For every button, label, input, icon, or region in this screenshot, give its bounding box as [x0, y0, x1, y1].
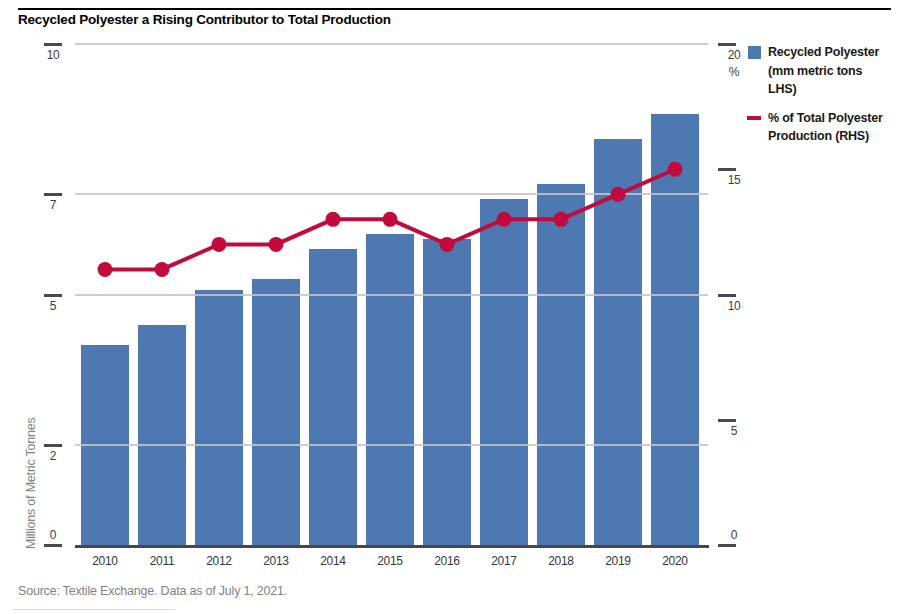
x-label-2013: 2013 — [248, 554, 305, 568]
left-tick-7 — [44, 193, 62, 196]
right-tick-label-15: 15 — [720, 173, 748, 187]
left-axis-title: Millions of Metric Tonnes — [24, 417, 38, 549]
left-tick-label-5: 5 — [39, 299, 67, 313]
right-tick-20 — [718, 43, 736, 46]
x-label-2017: 2017 — [476, 554, 533, 568]
right-tick-0 — [718, 544, 736, 547]
legend-label-line: LHS) — [768, 80, 898, 99]
right-tick-label-0: 0 — [720, 528, 748, 542]
right-axis-unit: % — [720, 65, 748, 79]
left-tick-label-7: 7 — [39, 198, 67, 212]
line-marker-2015 — [383, 212, 398, 227]
line-marker-2010 — [98, 262, 113, 277]
left-tick-2 — [44, 444, 62, 447]
right-tick-label-20: 20 — [720, 48, 748, 62]
chart-title: Recycled Polyester a Rising Contributor … — [18, 12, 391, 27]
x-label-2016: 2016 — [419, 554, 476, 568]
right-tick-10 — [718, 294, 736, 297]
x-axis-line — [75, 545, 709, 548]
left-tick-10 — [44, 43, 62, 46]
right-tick-label-10: 10 — [720, 299, 748, 313]
x-label-2014: 2014 — [305, 554, 362, 568]
legend-label-line: % of Total Polyester — [768, 109, 898, 128]
legend: Recycled Polyester(mm metric tonsLHS) % o… — [748, 43, 898, 156]
line-marker-2019 — [611, 187, 626, 202]
legend-swatch-dash — [747, 116, 761, 120]
left-tick-label-10: 10 — [39, 48, 67, 62]
left-tick-0 — [44, 544, 62, 547]
line-series — [75, 44, 708, 545]
x-label-2015: 2015 — [362, 554, 419, 568]
x-label-2010: 2010 — [77, 554, 134, 568]
line-marker-2011 — [155, 262, 170, 277]
x-label-2019: 2019 — [590, 554, 647, 568]
legend-item-pct-total-production: % of Total PolyesterProduction (RHS) — [748, 109, 898, 146]
line-marker-2013 — [269, 237, 284, 252]
legend-label-line: Production (RHS) — [768, 127, 898, 146]
left-tick-label-2: 2 — [39, 449, 67, 463]
legend-swatch-square — [748, 46, 761, 59]
chart-figure: Recycled Polyester a Rising Contributor … — [0, 0, 901, 614]
left-tick-label-0: 0 — [39, 528, 67, 542]
legend-label-line: Recycled Polyester — [768, 43, 898, 62]
bottom-partial-rule — [12, 609, 175, 610]
right-tick-15 — [718, 168, 736, 171]
x-label-2020: 2020 — [647, 554, 704, 568]
legend-label-recycled-polyester: Recycled Polyester(mm metric tonsLHS) — [768, 43, 898, 99]
legend-label-line: (mm metric tons — [768, 62, 898, 81]
line-marker-2017 — [497, 212, 512, 227]
right-tick-5 — [718, 419, 736, 422]
x-label-2018: 2018 — [533, 554, 590, 568]
legend-label-pct-total-production: % of Total PolyesterProduction (RHS) — [768, 109, 898, 146]
line-marker-2020 — [668, 162, 683, 177]
x-label-2012: 2012 — [191, 554, 248, 568]
source-note: Source: Textile Exchange. Data as of Jul… — [18, 584, 287, 598]
top-rule — [18, 8, 891, 10]
left-tick-5 — [44, 294, 62, 297]
line-marker-2012 — [212, 237, 227, 252]
line-marker-2018 — [554, 212, 569, 227]
right-tick-label-5: 5 — [720, 424, 748, 438]
legend-item-recycled-polyester: Recycled Polyester(mm metric tonsLHS) — [748, 43, 898, 99]
line-marker-2016 — [440, 237, 455, 252]
line-marker-2014 — [326, 212, 341, 227]
x-label-2011: 2011 — [134, 554, 191, 568]
